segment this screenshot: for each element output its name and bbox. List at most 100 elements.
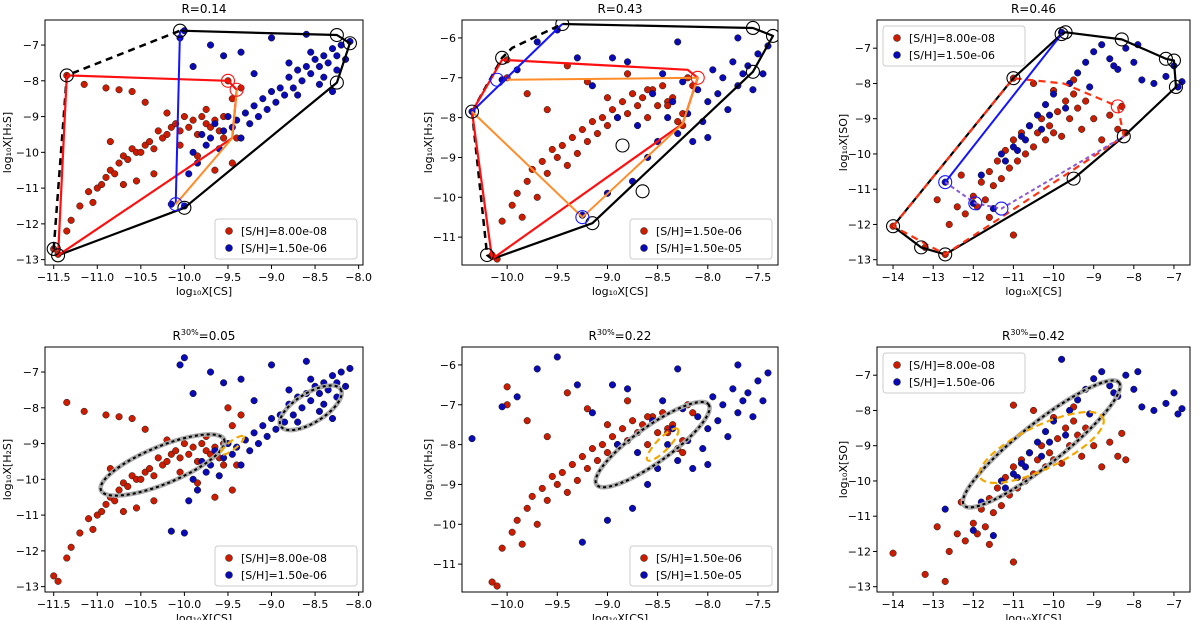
legend-label: [S/H]=8.00e-08 [241,225,327,238]
data-point [267,34,276,42]
y-tick-label: −9 [23,111,39,124]
data-point [198,113,206,121]
legend-label: [S/H]=1.50e-06 [656,225,742,238]
data-point [102,173,110,181]
data-point [969,519,977,527]
legend-box [882,352,1026,394]
hull-line [471,23,563,113]
data-point [119,507,127,516]
y-tick-label: −7 [440,72,456,85]
x-tick-label: −9.5 [215,598,242,611]
hull-vertex-marker [229,82,244,97]
data-point [1090,115,1098,123]
hull-vertex-marker [51,248,66,263]
hull-vertex-marker [745,64,760,79]
data-point [754,50,762,58]
data-point [709,393,717,401]
data-point [254,440,263,448]
hull-line [944,33,1063,183]
y-tick-label: −11 [433,558,456,571]
overlap-ellipse [645,427,680,462]
y-tick-label: −6 [440,32,456,45]
axes-frame [461,346,779,593]
overlap-ellipse [978,410,1105,485]
data-point [724,433,732,441]
data-point [689,137,697,146]
data-point [588,409,596,417]
confidence-ellipse [961,379,1122,509]
data-point [228,486,236,494]
legend: [S/H]=1.50e-06 [S/H]=1.50e-05 [629,545,773,587]
data-point [302,62,310,71]
data-point [553,353,561,361]
data-point [85,188,93,196]
legend-marker [225,571,233,579]
data-point [548,472,556,481]
data-point [623,385,632,393]
data-point [1013,157,1021,165]
data-point [593,456,601,465]
y-tick-label: −11 [16,509,39,522]
data-point [754,377,762,385]
data-point [543,433,551,441]
y-tick-label: −12 [16,218,39,231]
y-tick-label: −13 [848,254,871,267]
data-point [1122,456,1130,464]
data-point [1150,406,1158,415]
x-tick-label: −8 [1126,598,1142,611]
data-point [1013,146,1021,154]
hull-vertex-marker [1168,79,1184,95]
data-point [307,397,315,405]
data-point [513,189,521,197]
data-point [141,425,149,433]
data-point [250,429,258,437]
data-point [307,48,315,56]
x-tick-label: −8.5 [302,271,329,284]
data-point [989,532,997,540]
data-point [719,74,727,82]
panel-title: R=0.14 [181,2,226,16]
data-point [1041,101,1050,109]
data-point [598,441,606,449]
data-point [961,210,969,218]
data-point [664,441,672,449]
data-point [324,59,332,67]
data-point [1046,111,1054,119]
data-point [1134,368,1142,376]
hull-vertex-marker [1006,71,1021,86]
hull-vertex-marker [480,247,495,263]
data-point [150,170,158,178]
data-point [1062,424,1070,432]
hull-vertex-marker [938,247,953,262]
legend-label: [S/H]=1.50e-06 [909,376,995,389]
x-tick-label: −11 [1002,271,1025,284]
data-point [237,375,245,383]
y-tick-label: −8 [855,77,871,90]
y-tick-label: −10 [848,475,871,488]
x-tick-label: −11.5 [37,271,71,284]
data-point [237,134,245,142]
data-point [150,497,158,505]
hull-vertex-marker [495,50,510,65]
data-point [669,98,677,106]
data-point [704,425,712,433]
data-point [185,450,193,458]
data-point [63,227,71,235]
data-point [1114,452,1122,460]
data-point [664,114,672,122]
x-tick-label: −10.5 [124,271,158,284]
data-point [674,38,682,46]
data-point [224,404,232,412]
data-point [523,90,531,98]
data-point [298,77,306,85]
data-point [1150,79,1158,88]
data-point [985,168,993,176]
data-point [315,80,323,88]
data-point [211,120,219,128]
y-axis-label: log₁₀X[SO] [837,114,850,171]
x-axis-label: log₁₀X[CS] [1005,285,1061,298]
data-point [538,484,546,492]
data-point [1021,136,1030,144]
data-point [63,554,71,562]
